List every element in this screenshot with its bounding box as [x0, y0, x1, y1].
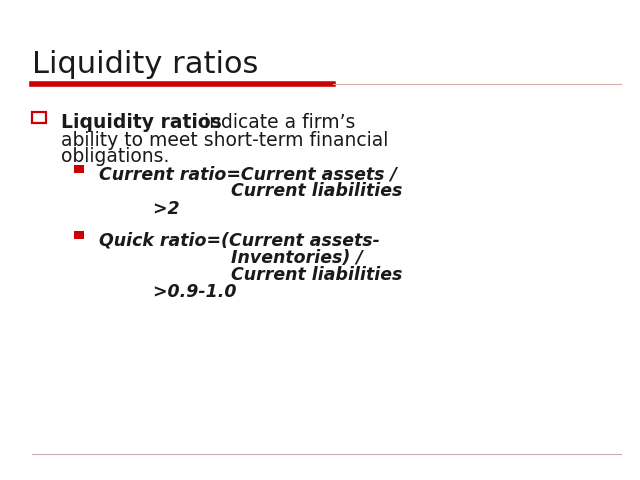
- Text: Inventories) /: Inventories) /: [99, 249, 363, 267]
- Text: >2: >2: [99, 200, 180, 218]
- Text: Quick ratio=(Current assets-: Quick ratio=(Current assets-: [99, 231, 380, 250]
- Text: >0.9-1.0: >0.9-1.0: [99, 283, 237, 301]
- Text: Current liabilities: Current liabilities: [99, 182, 403, 201]
- Text: Current ratio=Current assets /: Current ratio=Current assets /: [99, 165, 397, 183]
- FancyBboxPatch shape: [74, 231, 84, 239]
- Text: Liquidity ratios: Liquidity ratios: [32, 50, 259, 79]
- Text: obligations.: obligations.: [61, 147, 169, 167]
- Text: indicate a firm’s: indicate a firm’s: [198, 113, 356, 132]
- FancyBboxPatch shape: [74, 165, 84, 173]
- Text: Current liabilities: Current liabilities: [99, 266, 403, 284]
- Text: ability to meet short-term financial: ability to meet short-term financial: [61, 131, 388, 150]
- Text: Liquidity ratios: Liquidity ratios: [61, 113, 221, 132]
- FancyBboxPatch shape: [32, 112, 46, 123]
